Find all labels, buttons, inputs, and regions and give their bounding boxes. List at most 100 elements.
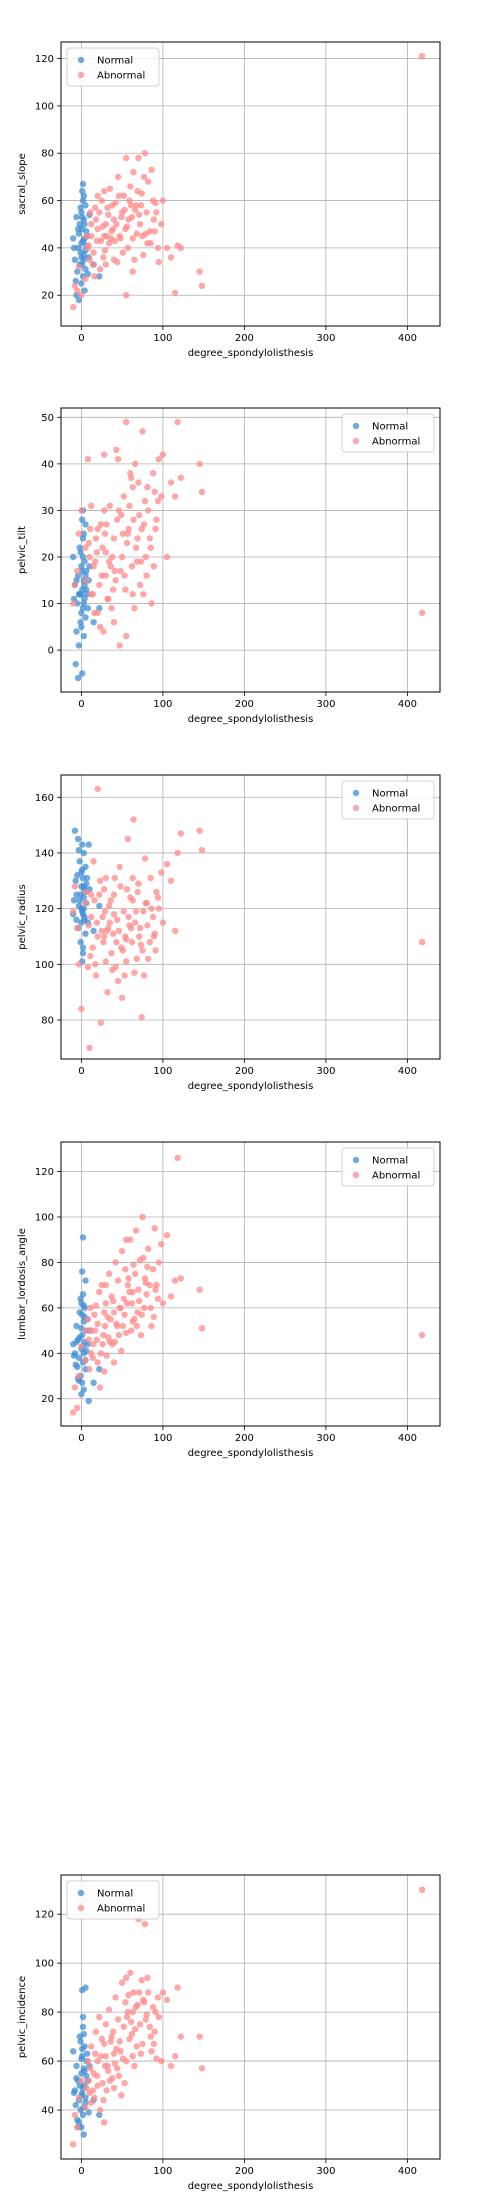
data-point-abnormal bbox=[130, 1989, 137, 1996]
data-point-abnormal bbox=[113, 221, 120, 228]
data-point-abnormal bbox=[101, 908, 109, 915]
data-point-abnormal bbox=[86, 553, 93, 561]
data-point-abnormal bbox=[141, 497, 149, 505]
data-point-abnormal bbox=[118, 213, 125, 221]
x-tick-label: 100 bbox=[153, 1066, 172, 1077]
data-point-normal bbox=[72, 277, 79, 285]
data-point-abnormal bbox=[89, 591, 97, 598]
data-point-abnormal bbox=[198, 1325, 206, 1332]
data-point-abnormal bbox=[154, 244, 162, 252]
y-tick-label: 100 bbox=[35, 101, 54, 112]
data-point-abnormal bbox=[113, 446, 120, 454]
data-point-abnormal bbox=[144, 1974, 151, 1981]
y-tick-label: 100 bbox=[35, 960, 54, 971]
data-point-abnormal bbox=[102, 549, 110, 556]
data-point-normal bbox=[77, 2038, 84, 2045]
data-point-abnormal bbox=[177, 474, 184, 481]
data-point-normal bbox=[70, 553, 77, 561]
data-point-abnormal bbox=[134, 888, 141, 896]
data-point-abnormal bbox=[106, 919, 114, 926]
data-point-abnormal bbox=[91, 1311, 98, 1318]
data-point-normal bbox=[78, 623, 85, 630]
data-point-abnormal bbox=[92, 972, 100, 979]
data-point-abnormal bbox=[75, 2094, 83, 2101]
data-point-normal bbox=[82, 930, 89, 937]
data-point-abnormal bbox=[148, 1322, 155, 1330]
data-point-abnormal bbox=[158, 869, 165, 876]
y-tick-label: 20 bbox=[41, 291, 54, 302]
data-point-normal bbox=[79, 237, 87, 244]
data-point-abnormal bbox=[90, 858, 97, 865]
data-point-abnormal bbox=[150, 2040, 158, 2048]
data-point-abnormal bbox=[140, 521, 148, 528]
data-point-normal bbox=[74, 674, 82, 682]
data-point-abnormal bbox=[70, 600, 77, 607]
data-point-abnormal bbox=[109, 202, 116, 209]
data-point-abnormal bbox=[100, 254, 107, 261]
x-tick-label: 400 bbox=[398, 1066, 417, 1077]
data-point-abnormal bbox=[121, 572, 128, 579]
data-point-abnormal bbox=[108, 2033, 115, 2040]
data-point-abnormal bbox=[105, 1334, 112, 1341]
data-point-abnormal bbox=[110, 930, 117, 937]
data-point-abnormal bbox=[127, 183, 134, 190]
data-point-normal bbox=[79, 1311, 86, 1318]
data-point-abnormal bbox=[154, 894, 162, 901]
data-point-abnormal bbox=[104, 204, 111, 211]
data-point-abnormal bbox=[83, 232, 90, 240]
data-point-normal bbox=[73, 1338, 80, 1346]
data-point-abnormal bbox=[124, 530, 131, 537]
x-tick-label: 0 bbox=[78, 1433, 84, 1444]
data-point-normal bbox=[79, 180, 87, 188]
x-tick-label: 400 bbox=[398, 333, 417, 344]
data-point-abnormal bbox=[113, 938, 120, 946]
data-point-abnormal bbox=[101, 530, 109, 537]
data-point-normal bbox=[79, 2013, 87, 2021]
data-point-abnormal bbox=[145, 507, 152, 514]
data-point-abnormal bbox=[70, 303, 77, 311]
data-point-abnormal bbox=[101, 1368, 108, 1375]
data-point-abnormal bbox=[147, 874, 154, 882]
data-point-abnormal bbox=[114, 1277, 122, 1284]
data-point-abnormal bbox=[103, 927, 110, 935]
series-abnormal bbox=[70, 53, 426, 311]
data-point-abnormal bbox=[71, 2111, 79, 2119]
data-point-abnormal bbox=[110, 2050, 118, 2057]
data-point-normal bbox=[79, 911, 87, 918]
data-point-normal bbox=[76, 897, 83, 904]
data-point-abnormal bbox=[148, 600, 155, 607]
data-point-abnormal bbox=[134, 187, 141, 195]
data-point-abnormal bbox=[139, 2040, 146, 2048]
data-point-abnormal bbox=[86, 1044, 93, 1052]
data-point-abnormal bbox=[134, 535, 141, 542]
data-point-abnormal bbox=[171, 927, 179, 935]
data-point-abnormal bbox=[163, 553, 171, 561]
data-point-normal bbox=[70, 244, 78, 252]
data-point-abnormal bbox=[139, 1213, 146, 1221]
data-point-abnormal bbox=[75, 1372, 83, 1380]
y-tick-label: 120 bbox=[35, 904, 54, 915]
legend: Normal Abnormal bbox=[341, 1147, 435, 1187]
x-tick-label: 200 bbox=[235, 1433, 254, 1444]
y-tick-label: 20 bbox=[41, 1394, 54, 1405]
legend-marker-abnormal bbox=[77, 71, 85, 79]
data-point-abnormal bbox=[107, 897, 114, 904]
data-point-abnormal bbox=[122, 586, 129, 593]
legend-label-normal: Normal bbox=[372, 1156, 408, 1167]
data-point-abnormal bbox=[149, 470, 157, 477]
data-point-abnormal bbox=[103, 2087, 110, 2094]
data-point-abnormal bbox=[132, 460, 139, 468]
data-point-abnormal bbox=[110, 891, 118, 898]
legend-marker-normal bbox=[352, 422, 360, 430]
data-point-abnormal bbox=[154, 497, 162, 505]
data-point-abnormal bbox=[86, 256, 93, 263]
data-point-abnormal bbox=[74, 1404, 81, 1411]
data-point-abnormal bbox=[110, 2084, 118, 2092]
x-tick-label: 300 bbox=[316, 1433, 335, 1444]
data-point-normal bbox=[82, 521, 89, 528]
data-point-abnormal bbox=[125, 216, 132, 223]
data-point-abnormal bbox=[101, 2062, 109, 2070]
data-point-abnormal bbox=[100, 938, 107, 946]
legend-box bbox=[341, 413, 435, 453]
data-point-abnormal bbox=[135, 880, 142, 887]
